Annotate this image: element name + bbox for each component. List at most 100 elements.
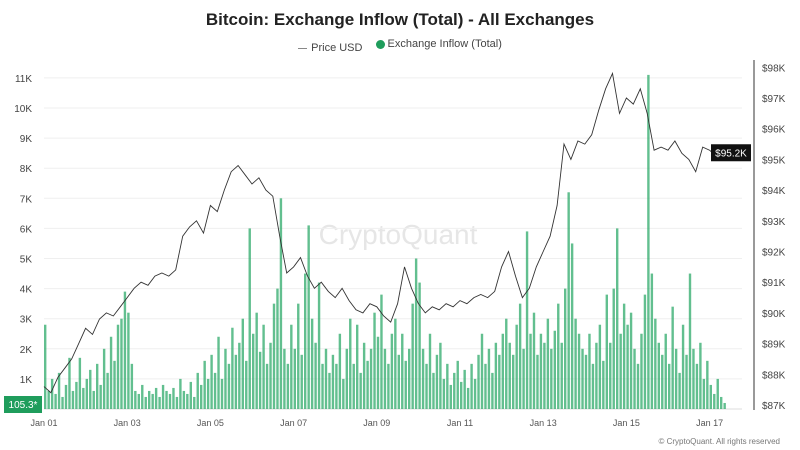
inflow-bar xyxy=(248,228,251,409)
inflow-bar xyxy=(186,393,189,409)
inflow-bar xyxy=(68,357,71,409)
inflow-bar xyxy=(560,342,563,409)
inflow-bar xyxy=(137,393,140,409)
inflow-bar xyxy=(553,330,556,409)
inflow-bar xyxy=(200,384,203,409)
inflow-bar xyxy=(612,288,615,409)
inflow-bar xyxy=(168,393,172,409)
inflow-bar xyxy=(366,360,369,409)
inflow-bar xyxy=(453,372,456,409)
inflow-bar xyxy=(206,378,210,409)
right-tick-label: $96K xyxy=(762,125,786,136)
inflow-bar xyxy=(85,378,88,409)
inflow-bar xyxy=(685,354,688,409)
inflow-bar xyxy=(609,342,612,409)
inflow-bar xyxy=(557,303,560,409)
inflow-bar xyxy=(629,312,633,409)
right-tick-label: $98K xyxy=(762,63,786,74)
inflow-bar xyxy=(581,348,584,409)
inflow-bar xyxy=(397,354,400,409)
x-tick-label: Jan 11 xyxy=(447,418,473,428)
inflow-bar xyxy=(300,354,303,409)
inflow-bar xyxy=(598,324,602,409)
inflow-bar xyxy=(175,396,179,409)
inflow-bar xyxy=(61,396,64,409)
inflow-bar xyxy=(425,363,428,409)
right-tick-label: $91K xyxy=(762,278,786,289)
inflow-bar xyxy=(723,402,726,409)
left-tick-label: 2K xyxy=(20,345,33,356)
right-tick-label: $94K xyxy=(762,186,786,197)
inflow-value-text: 105.3* xyxy=(9,400,38,411)
inflow-bar xyxy=(134,390,137,409)
x-tick-label: Jan 03 xyxy=(114,418,141,428)
watermark: CryptoQuant xyxy=(319,219,478,250)
right-tick-label: $95K xyxy=(762,155,786,166)
left-tick-label: 4K xyxy=(20,285,33,296)
inflow-bar xyxy=(588,333,591,409)
left-tick-label: 7K xyxy=(20,194,33,205)
inflow-bar xyxy=(664,333,667,409)
price-value-badge xyxy=(711,144,751,162)
inflow-bar xyxy=(283,348,286,409)
inflow-bar xyxy=(286,363,290,409)
inflow-bar xyxy=(456,360,459,409)
inflow-bar xyxy=(64,384,68,409)
inflow-bar xyxy=(96,363,99,409)
inflow-bar xyxy=(321,363,324,409)
inflow-bar xyxy=(224,348,227,409)
inflow-bar xyxy=(113,360,116,409)
inflow-bar xyxy=(297,303,300,409)
chart-title: Bitcoin: Exchange Inflow (Total) - All E… xyxy=(205,10,595,29)
inflow-bar xyxy=(57,372,61,409)
inflow-bar xyxy=(307,225,310,409)
inflow-bar xyxy=(501,333,504,409)
inflow-bar xyxy=(127,312,130,409)
inflow-bar xyxy=(47,390,50,409)
inflow-bar xyxy=(387,363,390,409)
inflow-bar xyxy=(484,363,487,409)
inflow-bar xyxy=(515,324,518,409)
inflow-bar xyxy=(144,396,147,409)
inflow-bar xyxy=(328,372,331,409)
x-tick-label: Jan 13 xyxy=(530,418,557,428)
left-tick-label: 8K xyxy=(20,164,33,175)
inflow-bar xyxy=(650,273,654,409)
inflow-bar xyxy=(636,363,640,409)
inflow-bar xyxy=(626,324,629,409)
inflow-bar xyxy=(428,333,432,409)
inflow-bar xyxy=(349,318,352,409)
inflow-bar xyxy=(213,372,217,409)
inflow-bar xyxy=(616,228,619,409)
inflow-bar xyxy=(109,336,113,409)
inflow-bar xyxy=(123,291,127,409)
left-tick-label: 3K xyxy=(20,315,33,326)
legend-item-inflow[interactable]: Exchange Inflow (Total) xyxy=(375,38,502,50)
inflow-bar xyxy=(408,348,411,409)
inflow-bar xyxy=(505,318,508,409)
x-tick-label: Jan 05 xyxy=(197,418,224,428)
inflow-bar xyxy=(304,273,307,409)
inflow-bar xyxy=(709,384,712,409)
inflow-bar xyxy=(203,360,206,409)
inflow-bar xyxy=(692,348,695,409)
inflow-bar xyxy=(390,333,394,409)
inflow-bar xyxy=(359,372,362,409)
inflow-bar xyxy=(529,333,532,409)
right-tick-label: $97K xyxy=(762,94,786,105)
inflow-bar xyxy=(179,378,182,409)
inflow-bar xyxy=(120,318,123,409)
legend-label: Exchange Inflow (Total) xyxy=(387,38,502,50)
inflow-bar xyxy=(92,390,95,409)
legend-item-price[interactable]: Price USD xyxy=(298,42,362,54)
inflow-bar xyxy=(44,324,47,409)
inflow-bar xyxy=(238,342,241,409)
inflow-bar xyxy=(570,243,574,409)
inflow-bar xyxy=(494,342,498,409)
inflow-bar xyxy=(480,333,484,409)
x-tick-label: Jan 07 xyxy=(280,418,307,428)
inflow-bar xyxy=(446,363,449,409)
inflow-bar xyxy=(231,327,234,409)
inflow-bar xyxy=(234,354,238,409)
